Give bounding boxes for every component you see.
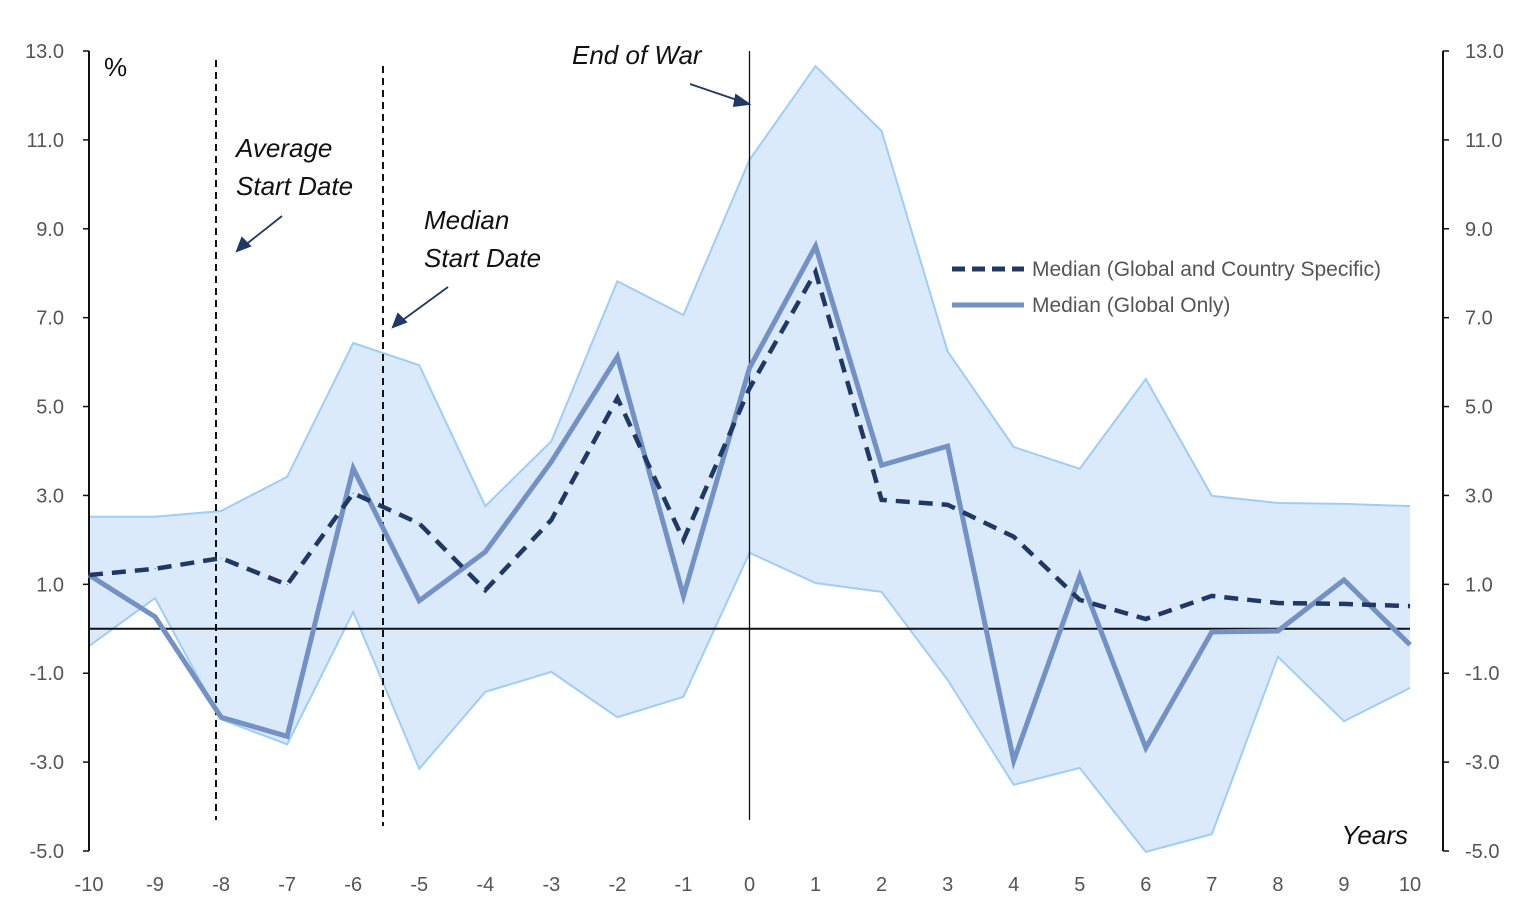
y-tick-label-left: 7.0 <box>36 308 64 330</box>
arrow-median-start <box>399 286 449 323</box>
data-point <box>286 735 288 737</box>
x-tick-label: 9 <box>1338 874 1349 896</box>
arrows <box>235 83 752 329</box>
data-point <box>352 467 354 469</box>
arrow-head-icon <box>732 93 752 108</box>
axes: 13.0 13.011.0 11.09.0 9.07.0 7.05.0 5.03.0 3.0… <box>25 41 1504 896</box>
arrow-head-icon <box>391 312 408 329</box>
x-tick-label: -2 <box>609 874 627 896</box>
data-point <box>352 492 354 494</box>
annotation-median-start-line1: Median <box>424 205 509 235</box>
y-tick-label-left: 1.0 <box>36 574 64 596</box>
y-tick-label-left: 3.0 <box>36 485 64 507</box>
y-tick-label-right: 9.0 <box>1465 219 1493 241</box>
x-tick-label: 10 <box>1399 874 1421 896</box>
y-tick-label-left: -3.0 <box>30 752 64 774</box>
data-point <box>947 445 949 447</box>
data-point <box>418 522 420 524</box>
x-axis-label: Years <box>1342 820 1409 850</box>
x-tick-label: -7 <box>278 874 296 896</box>
x-tick-label: -5 <box>410 874 428 896</box>
data-point <box>815 245 817 247</box>
y-tick-label-left: -5.0 <box>30 841 64 863</box>
y-tick-label-right: 3.0 <box>1465 485 1493 507</box>
data-point <box>1145 747 1147 749</box>
x-tick-label: 4 <box>1008 874 1019 896</box>
x-tick-label: 8 <box>1272 874 1283 896</box>
x-tick-label: 2 <box>876 874 887 896</box>
y-tick-label-left: 13.0 <box>25 41 64 63</box>
annotation-average-start-line2: Start Date <box>236 171 353 201</box>
x-tick-label: -3 <box>542 874 560 896</box>
x-tick-label: -6 <box>344 874 362 896</box>
data-point <box>616 356 618 358</box>
legend: Median (Global and Country Specific) Med… <box>952 258 1381 317</box>
y-tick-label-left: -1.0 <box>30 663 64 685</box>
y-tick-label-right: 7.0 <box>1465 308 1493 330</box>
data-point <box>1211 631 1213 633</box>
data-point <box>1343 579 1345 581</box>
data-point <box>550 461 552 463</box>
data-point <box>1409 644 1411 646</box>
data-point <box>484 551 486 553</box>
x-tick-label: 1 <box>810 874 821 896</box>
y-tick-label-right: -3.0 <box>1465 752 1499 774</box>
x-tick-label: 6 <box>1140 874 1151 896</box>
annotation-median-start-line2: Start Date <box>424 243 541 273</box>
data-point <box>1079 575 1081 577</box>
legend-label-global-country: Median (Global and Country Specific) <box>1032 258 1381 281</box>
x-tick-label: 5 <box>1074 874 1085 896</box>
annotation-average-start-line1: Average <box>234 133 332 163</box>
data-point <box>286 584 288 586</box>
legend-label-global-only: Median (Global Only) <box>1032 294 1230 317</box>
series-line-global-country <box>88 266 1411 622</box>
y-tick-label-right: 13.0 <box>1465 41 1504 63</box>
y-tick-label-right: 1.0 <box>1465 574 1493 596</box>
arrow-average-start <box>243 215 283 247</box>
data-point <box>682 595 684 597</box>
data-point <box>749 367 750 369</box>
y-axis-label: % <box>104 52 127 82</box>
y-tick-label-right: 11.0 <box>1465 130 1502 152</box>
data-point <box>881 464 883 466</box>
arrow-end-of-war <box>689 83 741 102</box>
data-point <box>418 600 420 602</box>
y-tick-label-left: 9.0 <box>36 219 64 241</box>
y-tick-label-left: 5.0 <box>36 397 64 419</box>
x-tick-label: -10 <box>75 874 104 896</box>
annotation-end-of-war: End of War <box>572 40 703 70</box>
y-tick-label-left: 11.0 <box>27 130 64 152</box>
x-tick-label: -1 <box>675 874 693 896</box>
arrow-head-icon <box>235 236 252 253</box>
data-point <box>154 616 156 618</box>
x-tick-label: -9 <box>146 874 164 896</box>
y-tick-label-right: -1.0 <box>1465 663 1499 685</box>
data-point <box>220 557 222 559</box>
x-tick-label: 3 <box>942 874 953 896</box>
data-point <box>220 716 222 718</box>
x-tick-label: 0 <box>744 874 755 896</box>
y-tick-label-right: -5.0 <box>1465 841 1499 863</box>
x-tick-label: -4 <box>476 874 494 896</box>
annotation-lines <box>215 51 751 826</box>
data-point <box>1277 630 1279 632</box>
x-tick-label: -8 <box>212 874 230 896</box>
x-tick-label: 7 <box>1206 874 1217 896</box>
data-point <box>1013 760 1015 762</box>
series-layer <box>87 239 1412 770</box>
y-tick-label-right: 5.0 <box>1465 397 1493 419</box>
data-point <box>154 568 156 570</box>
